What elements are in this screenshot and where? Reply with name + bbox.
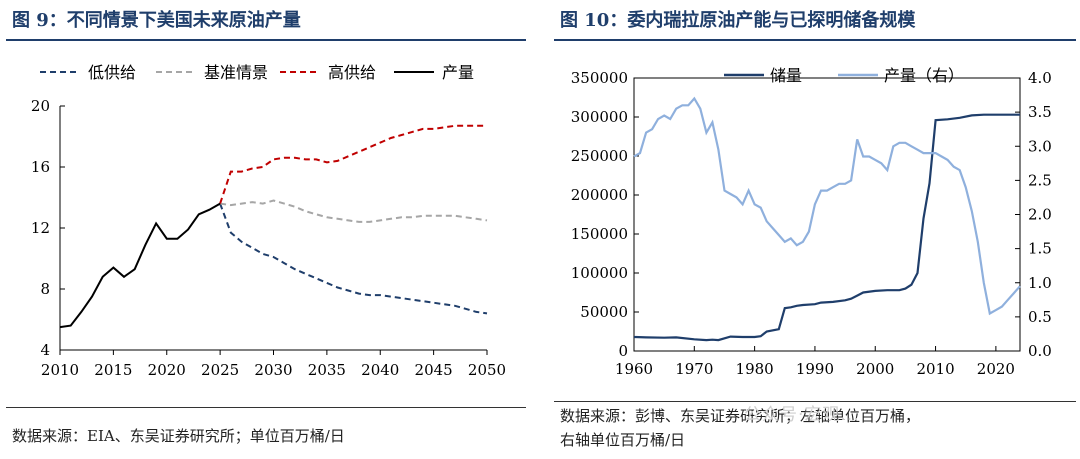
right-plot-frame <box>633 77 1021 352</box>
left-source-rule <box>6 407 526 408</box>
right-legend-label-0: 储量 <box>770 66 802 85</box>
right-right-y-tick-label: 3.0 <box>1028 137 1052 155</box>
right-right-y-tick-label: 2.5 <box>1028 171 1052 189</box>
right-title-rule <box>554 39 1076 41</box>
right-left-y-tick-label: 350000 <box>571 69 628 87</box>
left-y-tick-label: 8 <box>40 280 50 298</box>
right-right-y-tick-label: 1.0 <box>1028 274 1052 292</box>
right-source-rule <box>554 401 1076 402</box>
left-x-tick-label: 2040 <box>361 361 399 379</box>
right-right-y-tick-label: 1.5 <box>1028 240 1052 258</box>
left-y-tick-label: 16 <box>31 158 50 176</box>
left-series-line-1 <box>219 199 488 223</box>
left-legend-label-0: 低供给 <box>88 63 136 82</box>
right-legend-label-1: 产量（右） <box>884 66 964 85</box>
right-left-y-tick-label: 150000 <box>571 225 628 243</box>
right-figure-title: 图 10：委内瑞拉原油产能与已探明储备规模 <box>560 10 916 31</box>
left-x-tick-label: 2025 <box>201 361 239 379</box>
right-x-tick-label: 1980 <box>736 360 774 378</box>
left-x-tick-label: 2050 <box>468 361 506 379</box>
right-right-y-tick-label: 4.0 <box>1028 69 1052 87</box>
right-right-y-tick-label: 0.0 <box>1028 342 1052 360</box>
left-figure-panel: 图 9：不同情景下美国未来原油产量 4 8 12 16 20 2010 2015 2020 20… <box>0 0 530 459</box>
left-series-line-2 <box>219 124 487 204</box>
right-left-y-tick-label: 200000 <box>571 186 628 204</box>
right-chart: 0 50000 100000 150000 200000 250000 300000 3500… <box>571 66 1052 378</box>
right-x-tick-label: 1960 <box>615 360 653 378</box>
left-x-tick-label: 2020 <box>148 361 186 379</box>
left-x-tick-label: 2010 <box>41 361 79 379</box>
left-series-line-3 <box>59 202 221 329</box>
right-x-tick-label: 2010 <box>916 360 954 378</box>
left-figure-title: 图 9：不同情景下美国未来原油产量 <box>12 10 301 31</box>
left-y-tick-label: 20 <box>31 97 50 115</box>
right-source-line2: 右轴单位百万桶/日 <box>560 431 686 449</box>
right-series-line-0 <box>633 113 1020 342</box>
right-right-y-tick-label: 3.5 <box>1028 103 1052 121</box>
right-right-y-tick-label: 0.5 <box>1028 308 1052 326</box>
right-source-text: 数据来源：彭博、东吴证券研究所；左轴单位百万桶， 右轴单位百万桶/日 <box>560 404 920 452</box>
left-x-tick-label: 2030 <box>254 361 292 379</box>
left-x-tick-label: 2015 <box>94 361 132 379</box>
watermark-logo: 公众号·宏观... <box>744 405 860 425</box>
right-source-line1: 数据来源：彭博、东吴证券研究所；左轴单位百万桶， <box>560 407 921 425</box>
right-right-y-tick-label: 2.0 <box>1028 206 1052 224</box>
right-x-tick-label: 2000 <box>856 360 894 378</box>
right-left-y-tick-label: 250000 <box>571 147 628 165</box>
right-left-y-tick-label: 300000 <box>571 108 628 126</box>
left-series-line-0 <box>219 203 488 315</box>
right-figure-panel: 图 10：委内瑞拉原油产能与已探明储备规模 0 50000 100000 150000… <box>548 0 1080 459</box>
left-x-tick-label: 2035 <box>308 361 346 379</box>
left-legend-label-2: 高供给 <box>328 63 376 82</box>
left-y-tick-label: 12 <box>31 219 50 237</box>
right-x-tick-label: 1970 <box>675 360 713 378</box>
right-left-y-tick-label: 50000 <box>580 303 628 321</box>
left-title-rule <box>6 39 526 41</box>
left-x-tick-label: 2045 <box>415 361 453 379</box>
right-series-line-1 <box>633 96 1021 316</box>
left-source-text: 数据来源：EIA、东吴证券研究所；单位百万桶/日 <box>12 427 345 445</box>
right-x-tick-label: 1990 <box>796 360 834 378</box>
left-legend-label-1: 基准情景 <box>204 63 268 82</box>
left-legend-label-3: 产量 <box>442 63 474 82</box>
left-y-tick-label: 4 <box>40 341 50 359</box>
right-left-y-tick-label: 100000 <box>571 264 628 282</box>
right-x-tick-label: 2020 <box>977 360 1015 378</box>
right-left-y-tick-label: 0 <box>618 342 628 360</box>
left-chart: 4 8 12 16 20 2010 2015 2020 2025 2030 2035 2040 2045… <box>31 63 506 379</box>
